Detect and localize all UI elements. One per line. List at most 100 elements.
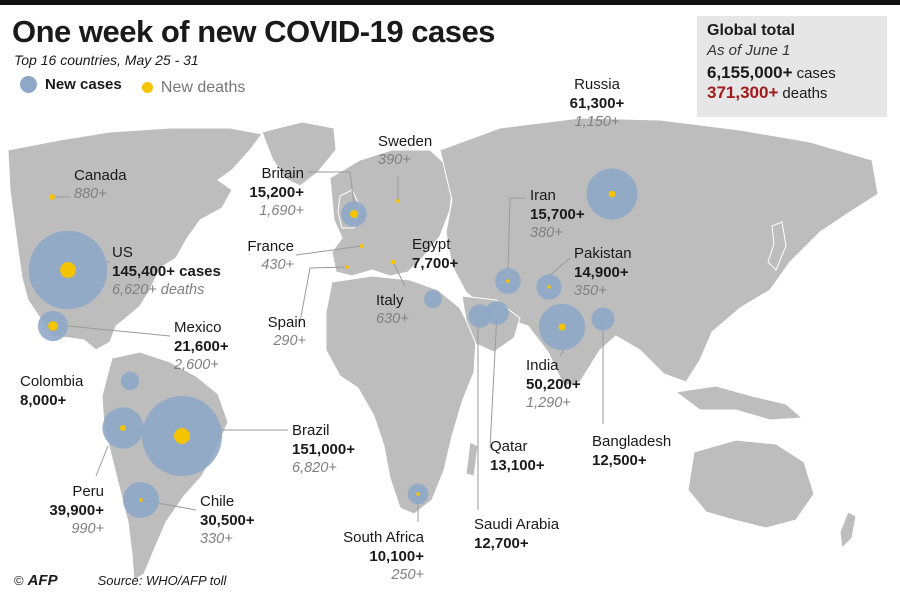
land-africa: [325, 275, 477, 515]
land-madagascar: [465, 441, 479, 477]
country-name: Italy: [376, 292, 404, 309]
country-deaths: 990+: [71, 521, 104, 537]
country-name: Spain: [267, 314, 306, 331]
country-cases: 14,900+: [574, 264, 629, 281]
legend-item-deaths: New deaths: [141, 78, 246, 97]
country-name: Qatar: [490, 438, 528, 455]
global-total-date: As of June 1: [707, 42, 791, 59]
country-deaths: 880+: [74, 186, 107, 202]
country-cases: 13,100+: [490, 457, 545, 474]
label-mexico: Mexico 21,600+ 2,600+: [174, 318, 229, 375]
global-total-title: Global total: [707, 22, 795, 39]
legend-cases-label: New cases: [45, 76, 122, 93]
country-name: US: [112, 244, 133, 261]
label-sweden: Sweden 390+: [378, 132, 432, 170]
deaths-dot-italy: [390, 259, 396, 265]
land-australia: [687, 439, 815, 529]
deaths-dot-russia: [608, 190, 616, 198]
country-cases: 10,100+: [369, 548, 424, 565]
global-deaths-line: 371,300+ deaths: [707, 83, 877, 103]
label-peru: Peru 39,900+ 990+: [32, 482, 104, 539]
label-qatar: Qatar 13,100+: [490, 437, 545, 475]
page-title: One week of new COVID-19 cases: [12, 14, 495, 49]
legend-case-swatch: [20, 76, 37, 93]
country-cases: 8,000+: [20, 392, 67, 409]
leader-line-qatar: [489, 312, 498, 449]
leader-line-pakistan: [548, 257, 571, 277]
deaths-dot-brazil: [174, 428, 190, 444]
label-bangladesh: Bangladesh 12,500+: [592, 432, 671, 470]
land-japan: [767, 221, 787, 271]
cases-bubble-bangladesh: [591, 307, 615, 331]
deaths-dot-south-africa: [416, 492, 420, 496]
country-cases: 50,200+: [526, 376, 581, 393]
country-name: Peru: [72, 483, 104, 500]
country-cases: 15,700+: [530, 206, 585, 223]
country-cases: 7,700+: [412, 255, 459, 272]
country-deaths: 290+: [273, 333, 306, 349]
leader-line-mexico: [67, 325, 171, 337]
country-cases: 61,300+: [569, 95, 625, 112]
country-cases: 151,000+: [292, 441, 355, 458]
country-deaths: 630+: [376, 311, 409, 327]
leader-line-iran: [507, 197, 526, 271]
land-se-asia-islands: [674, 385, 804, 421]
global-deaths-unit: deaths: [782, 85, 828, 102]
country-name: Mexico: [174, 319, 222, 336]
legend-item-cases: New cases: [20, 76, 122, 93]
country-deaths: 430+: [261, 257, 294, 273]
country-cases: 21,600+: [174, 338, 229, 355]
country-name: Britain: [261, 165, 304, 182]
country-name: Pakistan: [574, 245, 632, 262]
country-deaths: 1,150+: [574, 114, 620, 130]
deaths-dot-iran: [506, 279, 510, 283]
deaths-dot-spain: [345, 265, 349, 269]
country-name: Sweden: [378, 133, 433, 150]
global-total-box: Global total As of June 1 6,155,000+ case…: [697, 16, 887, 117]
footer: © AFP Source: WHO/AFP toll: [14, 572, 226, 589]
country-name: Chile: [200, 493, 235, 510]
global-cases-line: 6,155,000+ cases: [707, 63, 877, 83]
leader-line-italy: [392, 261, 406, 287]
cases-bubble-colombia: [120, 371, 140, 391]
country-cases: 15,200+: [249, 184, 304, 201]
land-asia: [439, 117, 879, 387]
country-cases: 12,700+: [474, 535, 529, 552]
leader-line-spain: [299, 266, 348, 323]
country-deaths: 1,690+: [259, 203, 304, 219]
legend-death-swatch: [141, 82, 153, 93]
country-deaths: 6,820+: [292, 460, 337, 476]
cases-bubble-saudi-arabia: [468, 304, 492, 328]
country-name: Iran: [530, 187, 556, 204]
leader-line-peru: [95, 445, 109, 477]
label-pakistan: Pakistan 14,900+ 350+: [574, 244, 632, 301]
label-saudi-arabia: Saudi Arabia 12,700+: [474, 515, 559, 553]
label-india: India 50,200+ 1,290+: [526, 356, 581, 413]
country-name: Saudi Arabia: [474, 516, 560, 533]
deaths-dot-mexico: [48, 321, 58, 331]
cases-bubble-egypt: [424, 290, 442, 308]
country-deaths: 250+: [391, 567, 424, 583]
global-cases-unit: cases: [796, 65, 836, 82]
label-egypt: Egypt 7,700+: [412, 235, 458, 273]
country-name: Egypt: [412, 236, 451, 253]
country-name: India: [526, 357, 559, 374]
label-us: US 145,400+ cases 6,620+ deaths: [112, 243, 221, 300]
deaths-dot-france: [360, 244, 364, 248]
label-britain: Britain 15,200+ 1,690+: [226, 164, 304, 221]
label-colombia: Colombia 8,000+: [20, 372, 83, 410]
afp-logo: AFP: [27, 572, 58, 589]
deaths-dot-canada: [49, 194, 55, 200]
deaths-dot-india: [558, 323, 566, 331]
deaths-dot-britain: [350, 210, 358, 218]
country-deaths: 390+: [378, 152, 411, 168]
global-deaths-value: 371,300+: [707, 83, 779, 102]
legend: New cases New deaths: [20, 76, 261, 96]
label-iran: Iran 15,700+ 380+: [530, 186, 585, 243]
page-subtitle: Top 16 countries, May 25 - 31: [14, 52, 199, 68]
top-rule: [0, 0, 900, 5]
leader-line-britain: [308, 171, 355, 206]
legend-deaths-label: New deaths: [160, 78, 246, 96]
country-deaths: 350+: [574, 283, 607, 299]
country-deaths: 2,600+: [174, 357, 219, 373]
